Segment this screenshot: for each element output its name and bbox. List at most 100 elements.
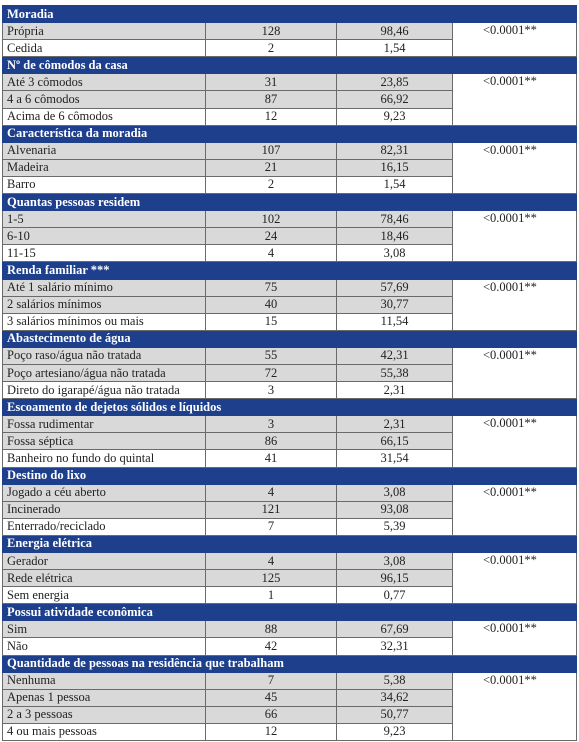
percent-cell: 1,54 bbox=[336, 175, 453, 195]
section-title: Abastecimento de água bbox=[2, 329, 577, 348]
data-row: Gerador 4 3,08 <0.0001** bbox=[2, 551, 577, 605]
section-header-row: Característica da moradia bbox=[2, 124, 577, 143]
section-title: Possui atividade econômica bbox=[2, 603, 577, 622]
percent-cell: 3,08 bbox=[336, 551, 453, 571]
p-value: <0.0001** bbox=[452, 483, 577, 536]
row-label: Rede elétrica bbox=[2, 569, 206, 588]
row-label: Não bbox=[2, 637, 206, 656]
data-table: Moradia Própria 128 98,46 <0.0001** Cedida 2 1,… bbox=[2, 4, 577, 742]
percent-cell: 3,08 bbox=[336, 483, 453, 502]
percent-cell: 2,31 bbox=[336, 381, 453, 400]
data-row: Enterrado/reciclado 7 5,39 bbox=[2, 517, 577, 536]
row-label: 1-5 bbox=[2, 210, 206, 229]
section-title: Quantas pessoas residem bbox=[2, 193, 577, 212]
row-label: Jogado a céu aberto bbox=[2, 483, 206, 502]
section-header-row: Abastecimento de água bbox=[2, 329, 577, 348]
data-row: Sim 88 67,69 <0.0001** bbox=[2, 620, 577, 656]
count-cell: 75 bbox=[205, 278, 337, 297]
row-label: 4 a 6 cômodos bbox=[2, 90, 206, 109]
section-title: Quantidade de pessoas na residência que … bbox=[2, 654, 577, 673]
count-cell: 12 bbox=[205, 722, 337, 742]
row-label: Cedida bbox=[2, 39, 206, 58]
count-cell: 125 bbox=[205, 569, 337, 588]
row-label: Sem energia bbox=[2, 586, 206, 605]
row-label: Até 1 salário mínimo bbox=[2, 278, 206, 297]
data-row: Nenhuma 7 5,38 <0.0001** bbox=[2, 671, 577, 742]
row-label: 6-10 bbox=[2, 227, 206, 246]
count-cell: 66 bbox=[205, 705, 337, 724]
data-row: Incinerado 121 93,08 bbox=[2, 500, 577, 519]
data-row: 1-5 102 78,46 <0.0001** bbox=[2, 210, 577, 263]
count-cell: 7 bbox=[205, 671, 337, 690]
percent-cell: 50,77 bbox=[336, 705, 453, 724]
data-row: Direto do igarapé/água não tratada 3 2,31 bbox=[2, 381, 577, 400]
section-header-row: Energia elétrica bbox=[2, 534, 577, 554]
count-cell: 40 bbox=[205, 295, 337, 314]
percent-cell: 57,69 bbox=[336, 278, 453, 297]
data-row: 4 a 6 cômodos 87 66,92 bbox=[2, 90, 577, 109]
count-cell: 72 bbox=[205, 363, 337, 383]
count-cell: 55 bbox=[205, 346, 337, 365]
p-value: <0.0001** bbox=[452, 415, 577, 468]
data-row: Sem energia 1 0,77 bbox=[2, 586, 577, 605]
row-label: Incinerado bbox=[2, 500, 206, 519]
percent-cell: 16,15 bbox=[336, 158, 453, 177]
section-header-row: Quantas pessoas residem bbox=[2, 193, 577, 212]
percent-cell: 42,31 bbox=[336, 346, 453, 365]
percent-cell: 31,54 bbox=[336, 449, 453, 468]
percent-cell: 9,23 bbox=[336, 722, 453, 742]
percent-cell: 1,54 bbox=[336, 39, 453, 58]
percent-cell: 93,08 bbox=[336, 500, 453, 519]
section-header-row: Possui atividade econômica bbox=[2, 603, 577, 622]
row-label: 2 salários mínimos bbox=[2, 295, 206, 314]
p-value: <0.0001** bbox=[452, 141, 577, 195]
data-row: Até 1 salário mínimo 75 57,69 <0.0001** bbox=[2, 278, 577, 331]
data-row: Madeira 21 16,15 bbox=[2, 158, 577, 177]
percent-cell: 98,46 bbox=[336, 22, 453, 41]
percent-cell: 3,08 bbox=[336, 244, 453, 263]
row-label: Nenhuma bbox=[2, 671, 206, 690]
section-header-row: Escoamento de dejetos sólidos e líquidos bbox=[2, 398, 577, 417]
count-cell: 3 bbox=[205, 415, 337, 434]
count-cell: 42 bbox=[205, 637, 337, 656]
percent-cell: 66,92 bbox=[336, 90, 453, 109]
row-label: Barro bbox=[2, 175, 206, 195]
row-label: Madeira bbox=[2, 158, 206, 177]
count-cell: 121 bbox=[205, 500, 337, 519]
p-value: <0.0001** bbox=[452, 620, 577, 656]
p-value: <0.0001** bbox=[452, 551, 577, 605]
count-cell: 15 bbox=[205, 312, 337, 331]
section-header-row: Renda familiar *** bbox=[2, 261, 577, 280]
p-value: <0.0001** bbox=[452, 22, 577, 58]
data-row: Alvenaria 107 82,31 <0.0001** bbox=[2, 141, 577, 195]
count-cell: 4 bbox=[205, 483, 337, 502]
percent-cell: 96,15 bbox=[336, 569, 453, 588]
percent-cell: 66,15 bbox=[336, 432, 453, 451]
row-label: Própria bbox=[2, 22, 206, 41]
count-cell: 24 bbox=[205, 227, 337, 246]
percent-cell: 2,31 bbox=[336, 415, 453, 434]
data-row: Fossa rudimentar 3 2,31 <0.0001** bbox=[2, 415, 577, 468]
data-row: 2 salários mínimos 40 30,77 bbox=[2, 295, 577, 314]
data-row: 11-15 4 3,08 bbox=[2, 244, 577, 263]
count-cell: 45 bbox=[205, 688, 337, 707]
count-cell: 88 bbox=[205, 620, 337, 639]
row-label: Até 3 cômodos bbox=[2, 73, 206, 92]
count-cell: 4 bbox=[205, 551, 337, 571]
row-label: 11-15 bbox=[2, 244, 206, 263]
row-label: Sim bbox=[2, 620, 206, 639]
data-row: Poço artesiano/água não tratada 72 55,38 bbox=[2, 363, 577, 383]
data-row: 4 ou mais pessoas 12 9,23 bbox=[2, 722, 577, 742]
section-header-row: Destino do lixo bbox=[2, 466, 577, 485]
section-header-row: Moradia bbox=[2, 4, 577, 24]
row-label: Poço raso/água não tratada bbox=[2, 346, 206, 365]
row-label: Alvenaria bbox=[2, 141, 206, 160]
p-value: <0.0001** bbox=[452, 73, 577, 126]
p-value: <0.0001** bbox=[452, 346, 577, 400]
percent-cell: 23,85 bbox=[336, 73, 453, 92]
data-row: Jogado a céu aberto 4 3,08 <0.0001** bbox=[2, 483, 577, 536]
percent-cell: 34,62 bbox=[336, 688, 453, 707]
data-row: Fossa séptica 86 66,15 bbox=[2, 432, 577, 451]
percent-cell: 5,38 bbox=[336, 671, 453, 690]
count-cell: 107 bbox=[205, 141, 337, 160]
